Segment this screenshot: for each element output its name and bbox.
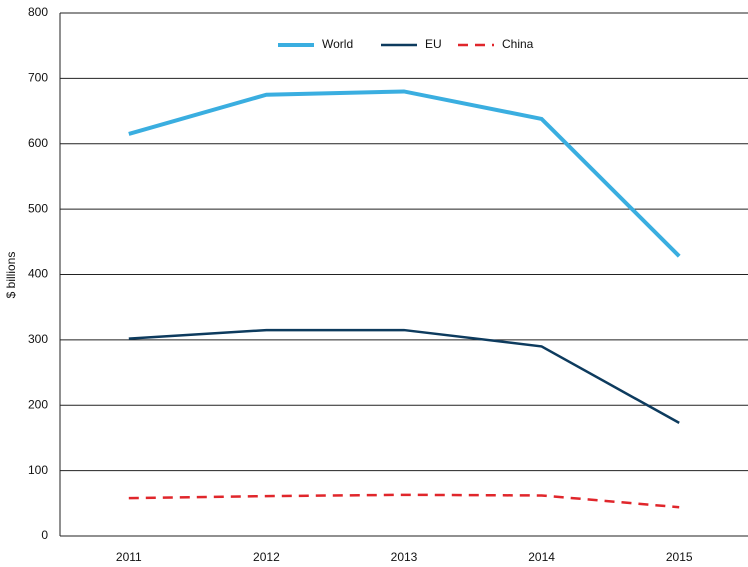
legend-label: World (322, 37, 353, 51)
y-tick-label: 0 (41, 528, 48, 542)
x-tick-label: 2012 (253, 550, 280, 564)
x-tick-label: 2014 (528, 550, 555, 564)
y-tick-label: 400 (28, 267, 48, 281)
y-tick-label: 100 (28, 463, 48, 477)
legend-label: EU (425, 37, 442, 51)
x-tick-label: 2015 (666, 550, 693, 564)
y-axis-label: $ billions (4, 252, 18, 299)
y-tick-label: 600 (28, 136, 48, 150)
y-tick-label: 300 (28, 332, 48, 346)
legend-label: China (502, 37, 534, 51)
y-tick-label: 500 (28, 201, 48, 215)
y-tick-label: 800 (28, 5, 48, 19)
y-tick-label: 200 (28, 397, 48, 411)
x-tick-label: 2011 (116, 550, 142, 564)
x-tick-label: 2013 (391, 550, 418, 564)
series-line (128, 89, 681, 258)
y-tick-label: 700 (28, 71, 48, 85)
series-line (128, 328, 680, 424)
series-line (128, 493, 680, 509)
